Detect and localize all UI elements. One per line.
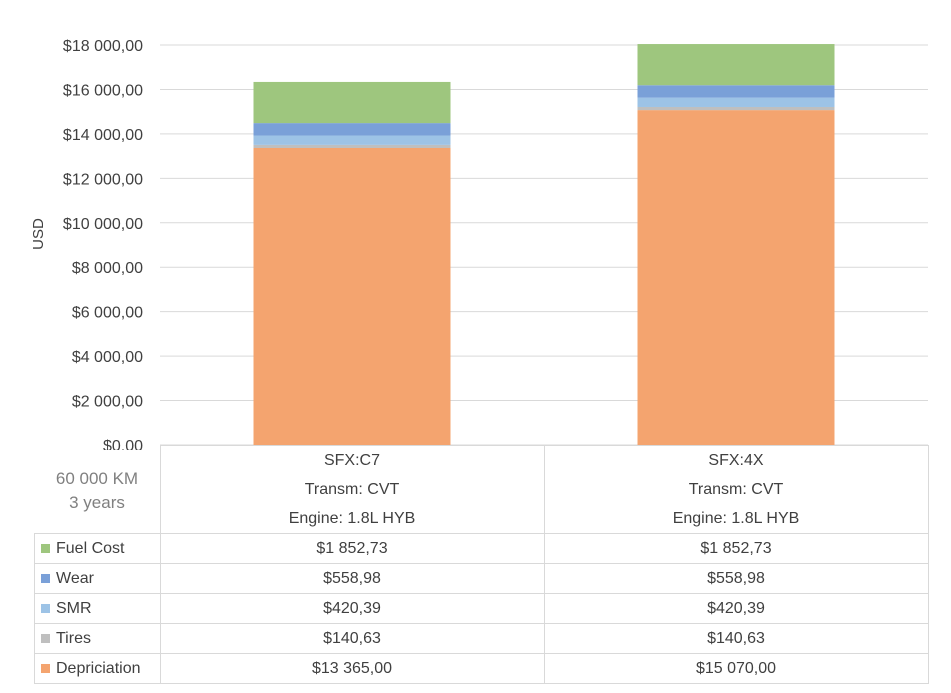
legend-entry: Wear: [34, 563, 161, 594]
legend-swatch: [41, 603, 50, 613]
table-row: Tires $140,63 $140,63: [34, 623, 929, 654]
y-axis-label: USD: [30, 218, 47, 250]
legend-entry: SMR: [34, 593, 161, 624]
data-value-cell: $558,98: [159, 563, 545, 594]
legend-swatch: [41, 663, 50, 673]
bar-segment-smr: [253, 135, 451, 145]
table-row: Fuel Cost $1 852,73 $1 852,73: [34, 533, 929, 564]
category-header-1: SFX:C7 Transm: CVT Engine: 1.8L HYB: [159, 445, 545, 534]
legend-label: Tires: [56, 629, 91, 647]
category-1-line-3: Engine: 1.8L HYB: [288, 510, 416, 527]
legend-entry: Tires: [34, 623, 161, 654]
bar-segment-depriciation: [253, 148, 451, 445]
distance-label: 60 000 KM: [55, 469, 139, 489]
legend-label: Depriciation: [56, 659, 141, 677]
legend-swatch: [41, 543, 50, 553]
data-value-cell: $420,39: [543, 593, 929, 624]
bar-segment-smr: [637, 97, 835, 107]
category-2-line-2: Transm: CVT: [688, 481, 784, 498]
data-value-cell: $1 852,73: [159, 533, 545, 564]
table-row: SMR $420,39 $420,39: [34, 593, 929, 624]
category-1-line-2: Transm: CVT: [304, 481, 400, 498]
bar-segment-tires: [637, 106, 835, 111]
legend-label: SMR: [56, 599, 92, 617]
legend-swatch: [41, 633, 50, 643]
legend-label: Wear: [56, 569, 94, 587]
table-row: Wear $558,98 $558,98: [34, 563, 929, 594]
table-corner: 60 000 KM 3 years: [34, 445, 161, 534]
y-axis-ticks: $0,00$2 000,00$4 000,00$6 000,00$8 000,0…: [63, 38, 143, 450]
data-value-cell: $140,63: [159, 623, 545, 654]
bar-segment-fuel-cost: [253, 81, 451, 124]
y-tick-label: $8 000,00: [72, 260, 143, 277]
bar-segment-tires: [253, 144, 451, 148]
legend-label: Fuel Cost: [56, 539, 125, 557]
y-tick-label: $4 000,00: [72, 349, 143, 366]
table-header-row: 60 000 KM 3 years SFX:C7 Transm: CVT Eng…: [34, 445, 929, 534]
category-header-2: SFX:4X Transm: CVT Engine: 1.8L HYB: [543, 445, 929, 534]
category-1-line-1: SFX:C7: [323, 452, 380, 469]
category-2-line-1: SFX:4X: [708, 452, 764, 469]
bar-segment-fuel-cost: [637, 44, 835, 86]
stacked-bar-chart: $0,00$2 000,00$4 000,00$6 000,00$8 000,0…: [30, 38, 928, 450]
data-value-cell: $1 852,73: [543, 533, 929, 564]
data-value-cell: $140,63: [543, 623, 929, 654]
data-value-cell: $13 365,00: [159, 653, 545, 684]
bar-segment-wear: [637, 85, 835, 98]
bar-segment-wear: [253, 123, 451, 136]
y-tick-label: $12 000,00: [63, 171, 143, 188]
legend-entry: Fuel Cost: [34, 533, 161, 564]
data-value-cell: $420,39: [159, 593, 545, 624]
y-tick-label: $16 000,00: [63, 82, 143, 99]
category-2-line-3: Engine: 1.8L HYB: [672, 510, 800, 527]
y-tick-label: $10 000,00: [63, 216, 143, 233]
y-tick-label: $14 000,00: [63, 127, 143, 144]
y-tick-label: $2 000,00: [72, 394, 143, 411]
y-tick-label: $6 000,00: [72, 305, 143, 322]
data-value-cell: $15 070,00: [543, 653, 929, 684]
period-label: 3 years: [69, 493, 125, 513]
data-value-cell: $558,98: [543, 563, 929, 594]
legend-entry: Depriciation: [34, 653, 161, 684]
data-table: 60 000 KM 3 years SFX:C7 Transm: CVT Eng…: [34, 445, 929, 684]
y-tick-label: $18 000,00: [63, 38, 143, 55]
legend-swatch: [41, 573, 50, 583]
bar-segment-depriciation: [637, 110, 835, 445]
bar-stacks: [253, 44, 835, 445]
table-row: Depriciation $13 365,00 $15 070,00: [34, 653, 929, 684]
